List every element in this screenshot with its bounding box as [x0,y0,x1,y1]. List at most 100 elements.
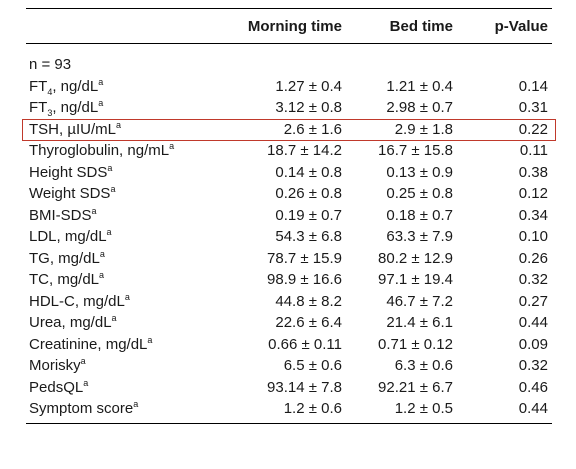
row-label-unit: , ng/dL [52,77,99,95]
footnote-marker: a [98,98,104,109]
row-label: LDL, mg/dLa [26,227,230,246]
bed-value: 1.21 ± 0.4 [386,77,453,95]
row-label-text: PedsQL [29,378,84,396]
footnote-marker: a [106,227,112,238]
row-label-text: Thyroglobulin, ng/mL [29,142,170,160]
table-row: BMI-SDSa 0.19 ± 0.7 0.18 ± 0.7 0.34 [26,205,552,227]
footnote-marker: a [133,399,139,410]
row-label-text: Weight SDS [29,185,111,203]
p-value: 0.26 [518,249,548,267]
row-label-text: LDL, mg/dL [29,228,107,246]
header-p-value: p-Value [494,17,548,35]
morning-value: 18.7 ± 14.2 [267,142,342,160]
row-label: Weight SDSa [26,184,230,203]
row-label-text: Height SDS [29,163,108,181]
morning-value: 54.3 ± 6.8 [275,228,342,246]
table-row: Urea, mg/dLa 22.6 ± 6.4 21.4 ± 6.1 0.44 [26,312,552,334]
row-label-text: TSH, µIU/mL [29,120,116,138]
bed-value: 0.25 ± 0.8 [386,185,453,203]
row-label-text: Creatinine, mg/dL [29,335,148,353]
bed-value: 16.7 ± 15.8 [378,142,453,160]
p-value: 0.44 [518,400,548,418]
row-label: Symptom scorea [26,399,230,418]
p-value: 0.09 [518,335,548,353]
footnote-marker: a [111,313,117,324]
row-label: Urea, mg/dLa [26,313,230,332]
morning-value: 2.6 ± 1.6 [283,120,342,138]
table-row: TG, mg/dLa 78.7 ± 15.9 80.2 ± 12.9 0.26 [26,248,552,270]
table-bottom-rule [26,422,552,424]
p-value: 0.22 [518,120,548,138]
table-row: Weight SDSa 0.26 ± 0.8 0.25 ± 0.8 0.12 [26,183,552,205]
row-label: HDL-C, mg/dLa [26,291,230,310]
row-label: TG, mg/dLa [26,248,230,267]
morning-value: 44.8 ± 8.2 [275,292,342,310]
morning-value: 98.9 ± 16.6 [267,271,342,289]
row-label-text: HDL-C, mg/dL [29,292,125,310]
p-value: 0.32 [518,271,548,289]
row-label: FT4, ng/dLa [26,76,230,97]
footnote-marker: a [80,356,86,367]
footnote-marker: a [115,119,121,130]
p-value: 0.44 [518,314,548,332]
p-value: 0.34 [518,206,548,224]
table-body: FT4, ng/dLa 1.27 ± 0.4 1.21 ± 0.4 0.14 FT3, … [22,76,556,420]
table-row: HDL-C, mg/dLa 44.8 ± 8.2 46.7 ± 7.2 0.27 [26,291,552,313]
row-label: Height SDSa [26,162,230,181]
bed-value: 21.4 ± 6.1 [386,314,453,332]
footnote-marker: a [99,248,105,259]
footnote-marker: a [91,205,97,216]
row-label-text: BMI-SDS [29,206,92,224]
table-row: Symptom scorea 1.2 ± 0.6 1.2 ± 0.5 0.44 [26,398,552,420]
bed-value: 6.3 ± 0.6 [394,357,453,375]
morning-value: 22.6 ± 6.4 [275,314,342,332]
bed-value: 0.71 ± 0.12 [378,335,453,353]
footnote-marker: a [99,270,105,281]
table-row: PedsQLa 93.14 ± 7.8 92.21 ± 6.7 0.46 [26,377,552,399]
row-label-subscript: 4 [47,86,53,97]
row-label: Creatinine, mg/dLa [26,334,230,353]
table-header-row: Morning time Bed time p-Value [26,9,552,43]
table-header-rule [26,43,552,44]
table-row: Thyroglobulin, ng/mLa 18.7 ± 14.2 16.7 ± 1… [26,140,552,162]
p-value: 0.38 [518,163,548,181]
table-row: TC, mg/dLa 98.9 ± 16.6 97.1 ± 19.4 0.32 [26,269,552,291]
bed-value: 1.2 ± 0.5 [394,400,453,418]
row-label: TSH, µIU/mLa [26,119,230,138]
p-value: 0.46 [518,378,548,396]
morning-value: 0.26 ± 0.8 [275,185,342,203]
results-table: Morning time Bed time p-Value n = 93 FT4… [22,8,556,424]
row-label: Moriskya [26,356,230,375]
sample-size-row: n = 93 [26,54,552,76]
footnote-marker: a [147,334,153,345]
sample-size-label: n = 93 [29,56,72,74]
row-label-text: Morisky [29,357,81,375]
footnote-marker: a [98,76,104,87]
row-label-text: FT [29,77,48,95]
table-row: FT3, ng/dLa 3.12 ± 0.8 2.98 ± 0.7 0.31 [26,97,552,119]
p-value: 0.11 [519,142,548,160]
row-label-text: TC, mg/dL [29,271,100,289]
table-top-rule [26,8,552,9]
bed-value: 92.21 ± 6.7 [378,378,453,396]
bed-value: 2.98 ± 0.7 [386,99,453,117]
footnote-marker: a [107,162,113,173]
morning-value: 1.2 ± 0.6 [283,400,342,418]
p-value: 0.10 [518,228,548,246]
p-value: 0.12 [518,185,548,203]
footnote-marker: a [124,291,130,302]
p-value: 0.31 [518,99,548,117]
morning-value: 0.19 ± 0.7 [275,206,342,224]
p-value: 0.32 [518,357,548,375]
row-label-text: Symptom score [29,400,134,418]
header-morning-time: Morning time [247,17,342,35]
bed-value: 63.3 ± 7.9 [386,228,453,246]
morning-value: 6.5 ± 0.6 [283,357,342,375]
header-bed-time: Bed time [389,17,453,35]
p-value: 0.14 [518,77,548,95]
footnote-marker: a [110,184,116,195]
bed-value: 0.18 ± 0.7 [386,206,453,224]
row-label: FT3, ng/dLa [26,98,230,118]
morning-value: 1.27 ± 0.4 [275,77,342,95]
row-label-unit: , ng/dL [52,99,99,117]
